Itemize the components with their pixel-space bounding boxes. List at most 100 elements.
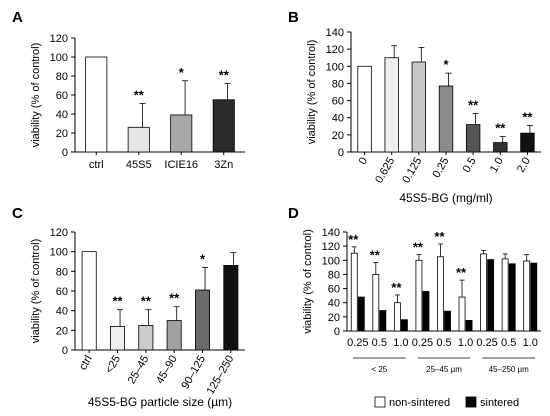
y-tick-label: 100	[322, 255, 340, 267]
significance-marker: **	[495, 121, 506, 136]
panel-letter: B	[288, 9, 299, 26]
bar	[384, 57, 399, 153]
y-tick-label: 120	[50, 227, 68, 239]
group-label: < 25	[371, 365, 387, 374]
y-tick-label: 80	[56, 71, 68, 83]
y-axis-label: viability (% of control)	[306, 40, 318, 145]
x-tick-label: 2.0	[515, 156, 533, 175]
bar	[520, 132, 535, 153]
x-tick-label: ctrl	[89, 159, 104, 171]
bar-sintered	[444, 310, 451, 332]
bar	[493, 142, 508, 153]
significance-marker: **	[522, 109, 533, 124]
x-tick-label: 1.0	[458, 337, 473, 349]
y-tick-label: 0	[334, 326, 340, 338]
y-tick-label: 40	[332, 113, 344, 125]
y-tick-label: 40	[328, 298, 340, 310]
group-label: 45–250 µm	[489, 365, 530, 374]
y-tick-label: 0	[338, 147, 344, 159]
x-tick-label: 1.0	[393, 337, 408, 349]
significance-marker: **	[141, 294, 152, 309]
y-tick-label: 100	[50, 247, 68, 259]
bar-sintered	[508, 263, 516, 332]
y-tick-label: 140	[322, 227, 340, 239]
x-tick-label: 0.25	[430, 156, 451, 181]
bar-non-sintered	[501, 258, 509, 332]
bar	[110, 325, 125, 351]
bar-non-sintered	[458, 296, 466, 332]
y-tick-label: 20	[328, 312, 340, 324]
bar-non-sintered	[480, 253, 488, 332]
y-tick-label: 0	[62, 345, 68, 357]
legend-swatch-sintered	[465, 396, 477, 408]
significance-marker: *	[179, 65, 185, 80]
bar-sintered	[487, 259, 495, 332]
x-axis-label: 45S5-BG (mg/ml)	[399, 191, 492, 205]
bar-sintered	[530, 262, 538, 332]
significance-marker: **	[134, 88, 145, 103]
y-tick-label: 80	[328, 269, 340, 281]
bar	[127, 126, 150, 153]
significance-marker: **	[456, 265, 467, 280]
bar	[195, 289, 210, 351]
y-tick-label: 80	[56, 266, 68, 278]
bar-non-sintered	[523, 260, 531, 332]
x-tick-label: 3Zn	[214, 159, 233, 171]
significance-marker: **	[468, 97, 479, 112]
panel-b: B 0 20 40 60 80 100 120 140 viability (% of contr…	[288, 9, 541, 205]
bar-non-sintered	[437, 256, 444, 332]
bar	[223, 265, 239, 351]
y-tick-label: 120	[322, 241, 340, 253]
y-tick-label: 80	[332, 78, 344, 90]
y-tick-label: 60	[56, 90, 68, 102]
significance-marker: **	[348, 232, 359, 247]
x-tick-label: ctrl	[77, 354, 95, 373]
significance-marker: **	[434, 229, 445, 244]
y-tick-label: 120	[50, 33, 68, 45]
y-tick-label: 60	[328, 284, 340, 296]
significance-marker: **	[413, 240, 424, 255]
x-tick-label: 0.5	[436, 337, 451, 349]
x-tick-label: 0	[357, 156, 370, 167]
panel-d: D 0 20 40 60 80 100 120 140 viability (% of contr…	[288, 205, 541, 409]
bar-non-sintered	[415, 259, 423, 332]
y-tick-label: 100	[326, 61, 344, 73]
bar-sintered	[357, 296, 365, 332]
y-tick-label: 60	[332, 96, 344, 108]
y-tick-label: 0	[62, 147, 68, 159]
x-tick-label: 1.0	[523, 337, 538, 349]
x-tick-label: 0.25	[347, 337, 368, 349]
x-axis-label: 45S5-BG particle size (µm)	[88, 395, 232, 409]
bar	[170, 114, 193, 153]
bar-non-sintered	[393, 302, 401, 332]
bar	[212, 99, 235, 153]
bar-non-sintered	[350, 252, 358, 332]
significance-marker: *	[200, 251, 206, 266]
y-tick-label: 120	[326, 44, 344, 56]
y-axis-label: viability (% of control)	[30, 43, 42, 148]
bar	[166, 320, 182, 351]
y-tick-label: 20	[332, 130, 344, 142]
bar	[138, 325, 154, 351]
y-tick-label: 40	[56, 109, 68, 121]
x-tick-label: 0.125	[400, 156, 424, 186]
x-tick-label: 0.625	[373, 156, 397, 186]
significance-marker: **	[112, 294, 123, 309]
bar	[465, 124, 481, 153]
bar-non-sintered	[372, 274, 380, 332]
panel-letter: D	[288, 205, 299, 222]
bar	[81, 251, 97, 351]
x-tick-label: 45–90	[154, 354, 180, 386]
bar-sintered	[465, 319, 473, 332]
legend-swatch-non-sintered	[374, 396, 386, 408]
y-tick-label: 20	[56, 128, 68, 140]
bar	[411, 61, 427, 153]
significance-marker: **	[370, 247, 381, 262]
bar-sintered	[379, 310, 387, 332]
bar	[85, 56, 108, 153]
panel-letter: C	[12, 205, 23, 222]
x-tick-label: 0.5	[372, 337, 387, 349]
x-tick-label: ICIE16	[164, 159, 198, 171]
x-tick-label: 0.5	[461, 156, 479, 175]
bar-sintered	[422, 290, 430, 332]
